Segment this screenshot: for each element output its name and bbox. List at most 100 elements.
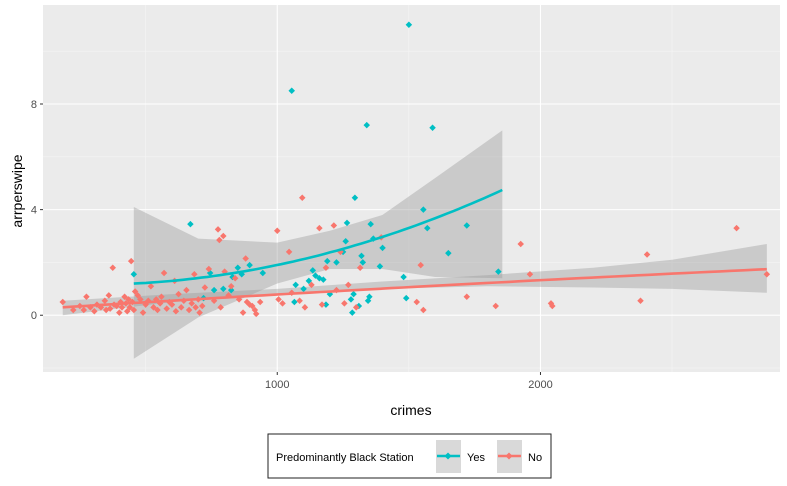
- data-point-no: [126, 304, 134, 311]
- data-point-no: [285, 248, 293, 256]
- data-point-yes: [429, 124, 436, 132]
- x-tick-label: 1000: [265, 379, 289, 391]
- grid-minor: [43, 5, 780, 372]
- data-point-yes: [210, 286, 218, 294]
- data-point-no: [413, 298, 421, 306]
- data-point-no: [318, 301, 326, 308]
- data-point-no: [83, 293, 90, 301]
- x-tick-label: 2000: [528, 379, 552, 391]
- data-point-yes: [259, 269, 267, 277]
- fit-line-yes: [133, 188, 503, 285]
- data-point-no: [637, 297, 644, 304]
- data-point-yes: [300, 285, 307, 293]
- data-point-no: [275, 296, 282, 303]
- data-point-no: [330, 222, 338, 229]
- data-point-yes: [292, 281, 299, 289]
- data-point-no: [106, 305, 114, 312]
- data-point-no: [308, 281, 315, 289]
- data-point-yes: [349, 309, 356, 316]
- data-point-no: [356, 264, 364, 271]
- fit-lines: [62, 188, 767, 309]
- data-point-no: [147, 282, 155, 290]
- data-point-no: [352, 304, 360, 311]
- data-point-yes: [324, 257, 331, 265]
- data-point-yes: [333, 259, 340, 266]
- data-point-no: [160, 269, 168, 277]
- data-point-no: [168, 301, 176, 308]
- data-point-yes: [400, 273, 407, 281]
- data-point-no: [492, 302, 499, 310]
- data-point-yes: [366, 293, 373, 301]
- data-point-no: [150, 304, 157, 311]
- data-point-yes: [312, 272, 319, 279]
- data-point-yes: [358, 252, 365, 260]
- data-point-yes: [379, 244, 386, 252]
- x-axis-title: crimes: [390, 402, 431, 418]
- data-point-yes: [291, 298, 298, 306]
- data-point-no: [242, 255, 249, 262]
- legend-label-no: No: [528, 452, 542, 464]
- data-point-no: [201, 284, 209, 291]
- data-point-no: [130, 306, 138, 314]
- data-point-no: [643, 251, 651, 258]
- data-point-no: [183, 286, 190, 294]
- data-point-no: [191, 271, 198, 278]
- data-point-no: [220, 232, 227, 240]
- data-point-yes: [424, 224, 431, 232]
- data-point-no: [198, 302, 206, 310]
- data-point-yes: [320, 276, 327, 283]
- data-point-no: [196, 309, 203, 316]
- y-tick-label: 4: [31, 205, 37, 217]
- data-point-no: [192, 304, 199, 311]
- data-point-no: [121, 293, 128, 301]
- data-point-yes: [305, 277, 313, 285]
- data-point-yes: [227, 286, 235, 294]
- data-point-no: [109, 264, 117, 271]
- data-point-yes: [288, 87, 295, 95]
- data-point-no: [177, 304, 185, 311]
- data-point-yes: [309, 267, 317, 274]
- data-point-no: [417, 261, 424, 269]
- data-points: [59, 21, 771, 318]
- data-point-no: [252, 310, 260, 318]
- data-point-no: [301, 304, 309, 311]
- data-point-no: [185, 306, 193, 314]
- data-point-yes: [347, 296, 355, 303]
- data-point-no: [296, 297, 303, 304]
- data-point-no: [763, 271, 771, 278]
- data-point-no: [217, 304, 224, 311]
- fit-line-no: [62, 267, 767, 309]
- data-point-no: [526, 271, 534, 278]
- data-point-yes: [402, 294, 410, 302]
- data-point-no: [420, 306, 427, 314]
- data-point-no: [279, 300, 286, 307]
- data-point-yes: [342, 238, 349, 245]
- data-point-yes: [130, 271, 138, 278]
- data-point-no: [316, 224, 323, 232]
- data-point-yes: [495, 268, 502, 275]
- data-point-no: [322, 264, 330, 271]
- data-point-no: [134, 292, 142, 299]
- data-point-yes: [343, 219, 351, 227]
- legend-title: Predominantly Black Station: [276, 452, 414, 464]
- legend-key-no-point: [505, 452, 513, 460]
- legend: Predominantly Black Station Yes No: [267, 433, 552, 479]
- data-point-yes: [445, 249, 452, 257]
- data-point-no: [256, 298, 264, 306]
- data-point-no: [127, 257, 135, 265]
- y-axis-ticks: 0 4 8: [31, 99, 43, 322]
- data-point-yes: [376, 263, 384, 270]
- y-tick-label: 0: [31, 310, 37, 322]
- data-point-no: [216, 236, 223, 244]
- data-point-no: [158, 293, 165, 301]
- legend-key-yes-point: [444, 452, 452, 460]
- data-point-no: [139, 309, 147, 316]
- grid-major: [43, 5, 780, 372]
- data-point-no: [274, 227, 281, 234]
- data-point-yes: [463, 222, 471, 229]
- data-point-no: [175, 290, 182, 298]
- data-point-no: [345, 281, 352, 289]
- data-point-no: [154, 306, 161, 314]
- data-point-no: [463, 293, 471, 301]
